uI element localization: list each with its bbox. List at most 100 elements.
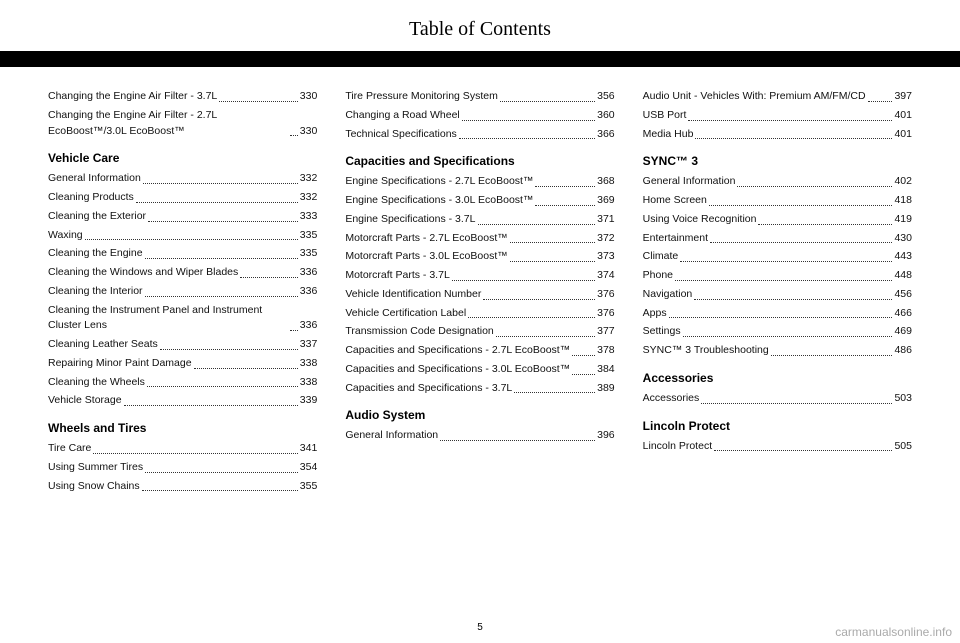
entry-label: Cleaning the Windows and Wiper Blades [48, 265, 238, 281]
entry-label: Motorcraft Parts - 2.7L EcoBoost™ [345, 231, 507, 247]
toc-entry: Navigation456 [643, 287, 912, 303]
section-heading: Wheels and Tires [48, 421, 317, 435]
entry-page: 368 [597, 174, 615, 190]
leader-dots [694, 299, 892, 300]
entry-page: 372 [597, 231, 615, 247]
entry-label: Cleaning the Instrument Panel and Instru… [48, 303, 288, 335]
toc-column: Audio Unit - Vehicles With: Premium AM/F… [643, 89, 912, 614]
toc-page: Table of Contents Changing the Engine Ai… [0, 0, 960, 643]
toc-entry: Lincoln Protect505 [643, 439, 912, 455]
entry-label: Vehicle Certification Label [345, 306, 466, 322]
entry-label: Entertainment [643, 231, 708, 247]
entry-label: SYNC™ 3 Troubleshooting [643, 343, 769, 359]
toc-column: Tire Pressure Monitoring System356Changi… [345, 89, 614, 614]
leader-dots [160, 349, 298, 350]
entry-label: Audio Unit - Vehicles With: Premium AM/F… [643, 89, 866, 105]
toc-entry: Cleaning Products332 [48, 190, 317, 206]
leader-dots [572, 355, 595, 356]
toc-entry: Cleaning the Windows and Wiper Blades 336 [48, 265, 317, 281]
entry-label: Capacities and Specifications - 3.7L [345, 381, 512, 397]
entry-page: 401 [894, 108, 912, 124]
entry-page: 332 [300, 190, 318, 206]
leader-dots [714, 450, 892, 451]
toc-entry: Home Screen418 [643, 193, 912, 209]
leader-dots [737, 186, 892, 187]
entry-page: 330 [300, 124, 318, 140]
entry-label: Changing a Road Wheel [345, 108, 459, 124]
toc-entry: General Information402 [643, 174, 912, 190]
section-heading: Accessories [643, 371, 912, 385]
entry-page: 397 [894, 89, 912, 105]
leader-dots [710, 242, 892, 243]
page-title: Table of Contents [48, 18, 912, 51]
leader-dots [535, 186, 595, 187]
entry-page: 456 [894, 287, 912, 303]
leader-dots [290, 135, 298, 136]
entry-label: Engine Specifications - 3.7L [345, 212, 475, 228]
entry-page: 355 [300, 479, 318, 495]
entry-label: Phone [643, 268, 673, 284]
entry-label: Motorcraft Parts - 3.0L EcoBoost™ [345, 249, 507, 265]
toc-entry: Settings 469 [643, 324, 912, 340]
leader-dots [85, 239, 298, 240]
leader-dots [290, 330, 298, 331]
toc-entry: Using Snow Chains355 [48, 479, 317, 495]
entry-label: Using Summer Tires [48, 460, 143, 476]
toc-entry: Cleaning Leather Seats337 [48, 337, 317, 353]
toc-entry: Audio Unit - Vehicles With: Premium AM/F… [643, 89, 912, 105]
entry-page: 332 [300, 171, 318, 187]
entry-label: Changing the Engine Air Filter - 3.7L [48, 89, 217, 105]
toc-entry: Vehicle Certification Label376 [345, 306, 614, 322]
leader-dots [535, 205, 595, 206]
leader-dots [459, 138, 595, 139]
toc-entry: Engine Specifications - 3.0L EcoBoost™36… [345, 193, 614, 209]
toc-entry: Repairing Minor Paint Damage338 [48, 356, 317, 372]
entry-label: Changing the Engine Air Filter - 2.7L Ec… [48, 108, 288, 140]
entry-page: 360 [597, 108, 615, 124]
entry-label: Apps [643, 306, 667, 322]
toc-entry: Engine Specifications - 3.7L371 [345, 212, 614, 228]
toc-entry: Cleaning the Wheels338 [48, 375, 317, 391]
entry-page: 330 [300, 89, 318, 105]
entry-label: Engine Specifications - 3.0L EcoBoost™ [345, 193, 533, 209]
entry-page: 503 [894, 391, 912, 407]
entry-label: Accessories [643, 391, 700, 407]
leader-dots [701, 403, 892, 404]
entry-page: 336 [300, 265, 318, 281]
toc-entry: Apps 466 [643, 306, 912, 322]
leader-dots [680, 261, 892, 262]
entry-page: 366 [597, 127, 615, 143]
leader-dots [496, 336, 595, 337]
entry-label: Settings [643, 324, 681, 340]
toc-entry: Motorcraft Parts - 2.7L EcoBoost™ 372 [345, 231, 614, 247]
toc-entry: Media Hub401 [643, 127, 912, 143]
entry-page: 335 [300, 246, 318, 262]
entry-label: Using Voice Recognition [643, 212, 757, 228]
leader-dots [452, 280, 595, 281]
leader-dots [145, 472, 298, 473]
entry-label: Technical Specifications [345, 127, 456, 143]
entry-page: 389 [597, 381, 615, 397]
entry-label: Transmission Code Designation [345, 324, 493, 340]
entry-page: 469 [894, 324, 912, 340]
entry-page: 333 [300, 209, 318, 225]
toc-entry: Capacities and Specifications - 2.7L Eco… [345, 343, 614, 359]
toc-columns: Changing the Engine Air Filter - 3.7L 330… [48, 89, 912, 614]
toc-entry: Vehicle Storage 339 [48, 393, 317, 409]
leader-dots [143, 183, 298, 184]
entry-page: 339 [300, 393, 318, 409]
toc-entry: Cleaning the Exterior333 [48, 209, 317, 225]
leader-dots [145, 296, 298, 297]
leader-dots [219, 101, 298, 102]
toc-entry: Capacities and Specifications - 3.0L Eco… [345, 362, 614, 378]
leader-dots [142, 490, 298, 491]
entry-label: Cleaning the Wheels [48, 375, 145, 391]
entry-label: Vehicle Storage [48, 393, 122, 409]
toc-entry: Climate443 [643, 249, 912, 265]
entry-page: 356 [597, 89, 615, 105]
entry-page: 374 [597, 268, 615, 284]
entry-page: 448 [894, 268, 912, 284]
leader-dots [709, 205, 893, 206]
entry-page: 505 [894, 439, 912, 455]
entry-page: 466 [894, 306, 912, 322]
